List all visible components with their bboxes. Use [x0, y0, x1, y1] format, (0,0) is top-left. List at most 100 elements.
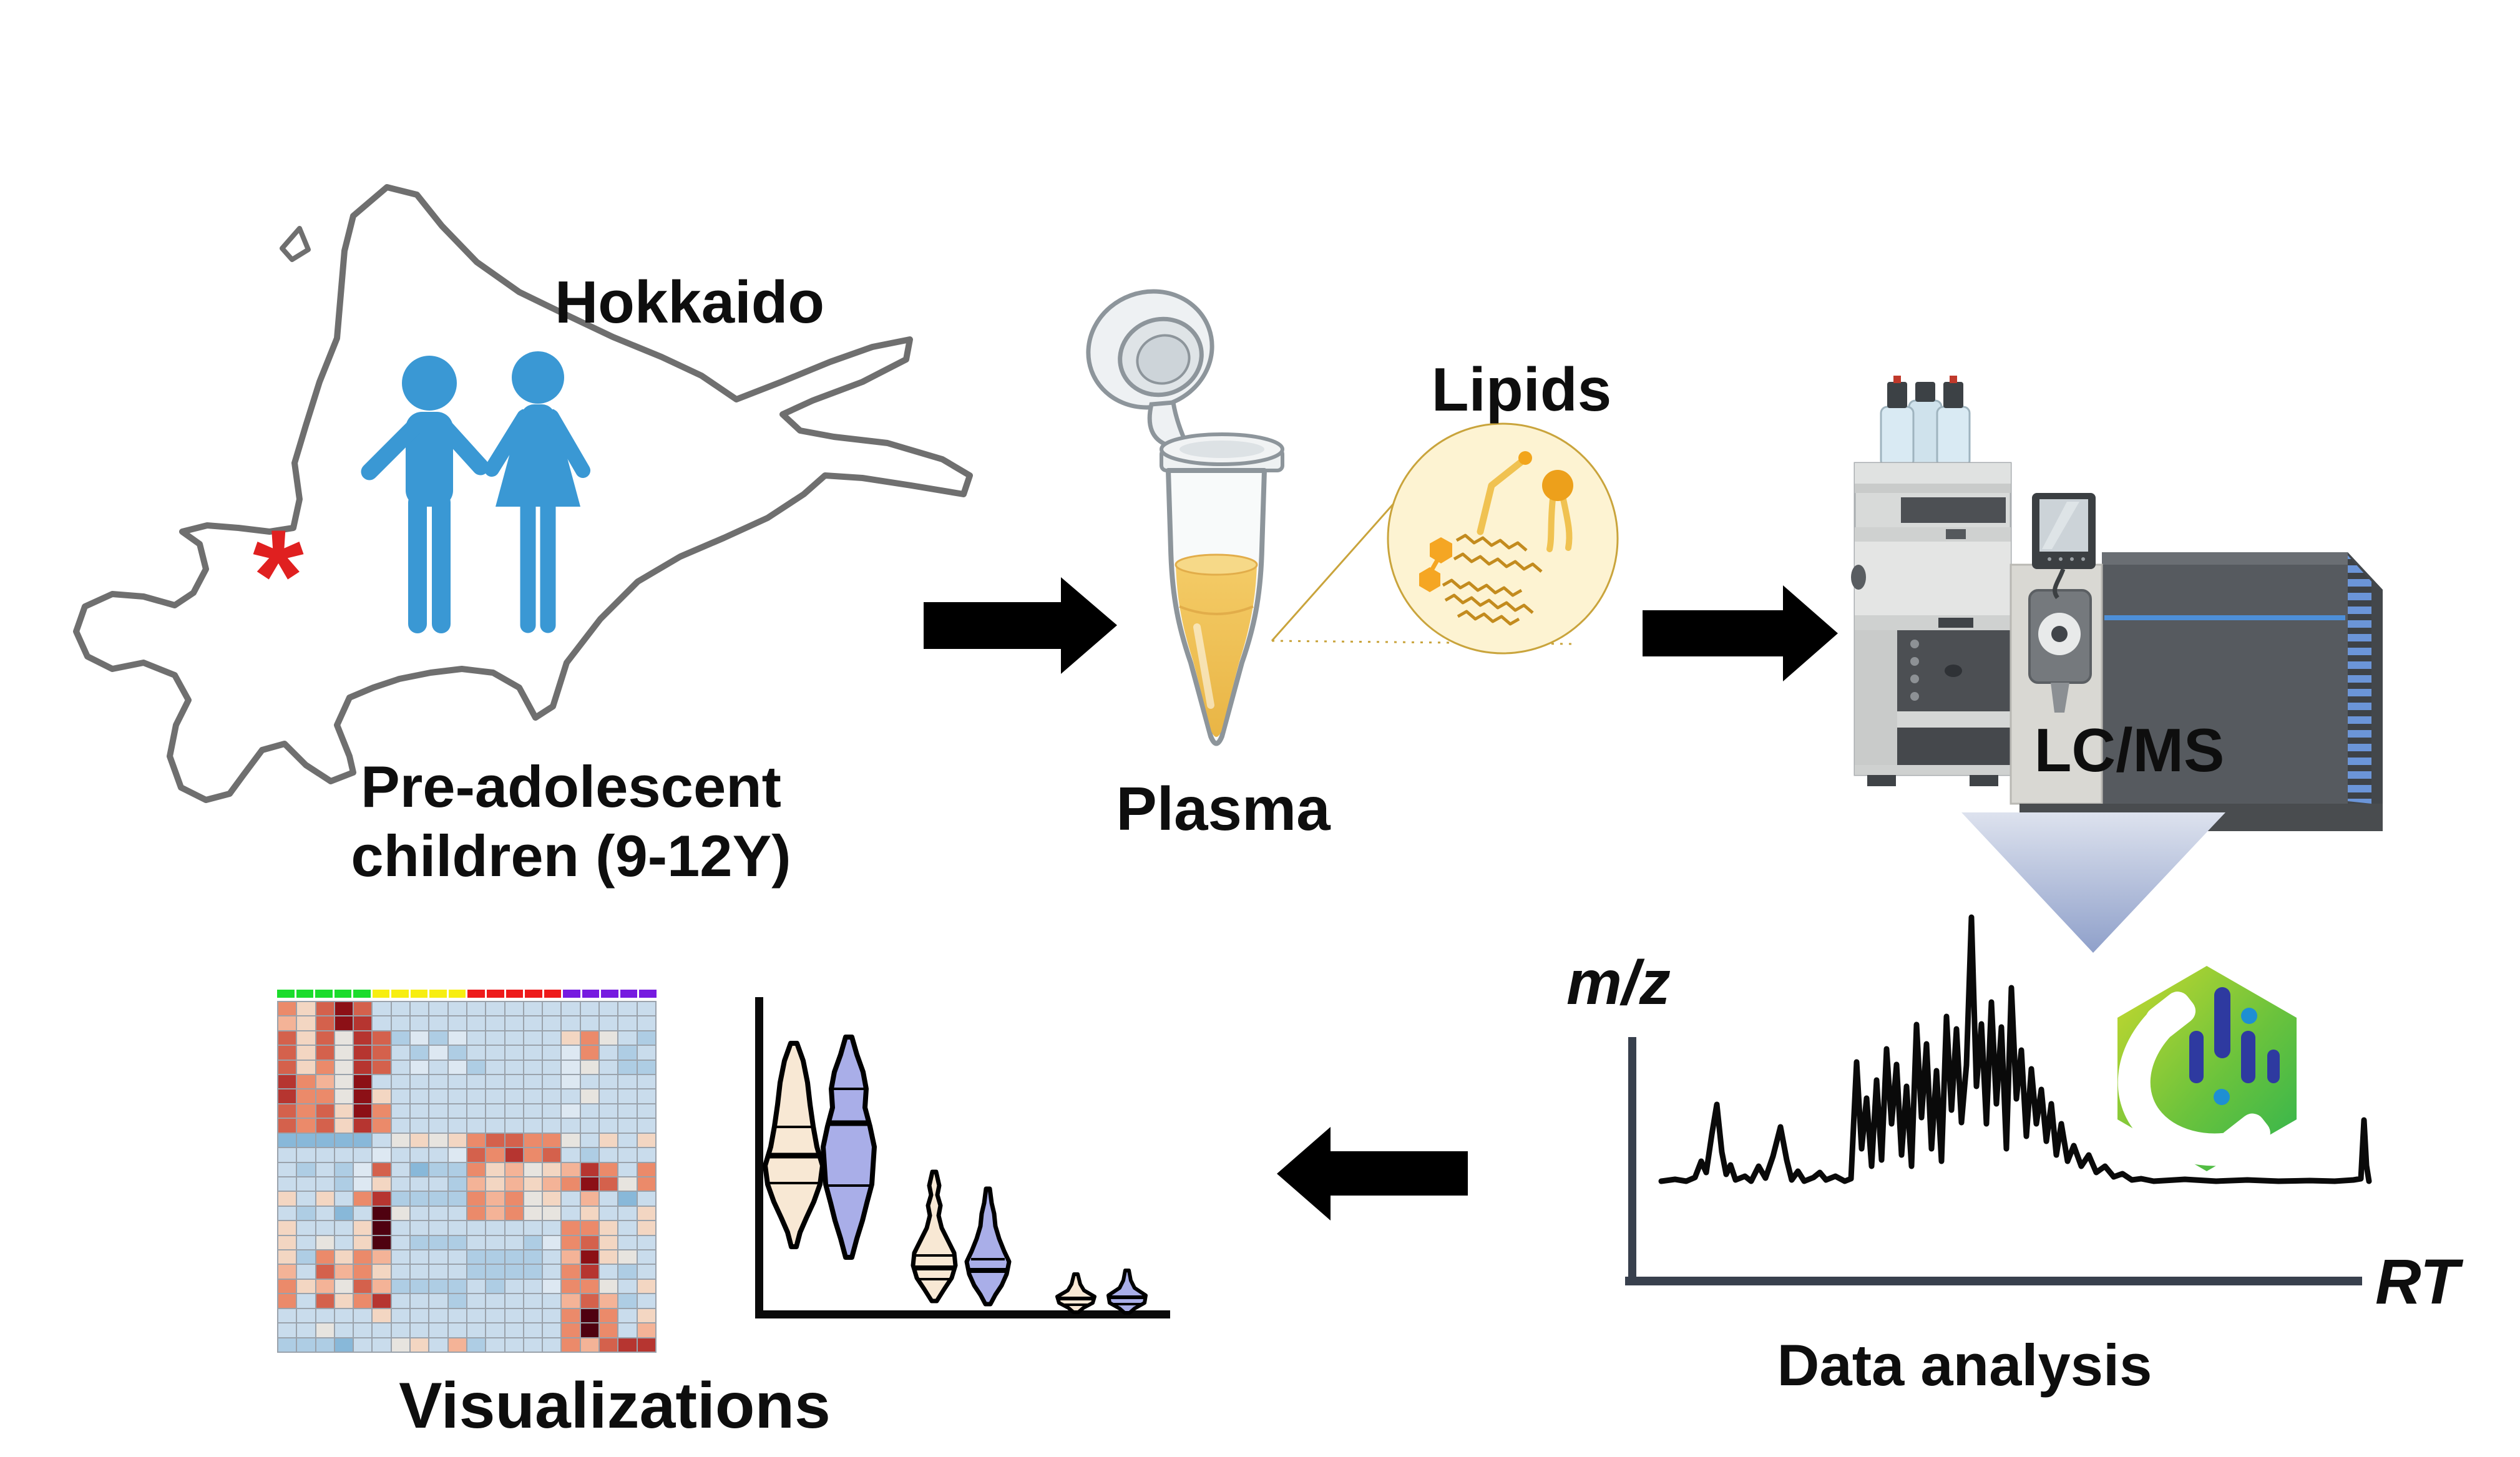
heatmap-cell: [373, 1016, 391, 1030]
heatmap-cell: [637, 1089, 655, 1103]
heatmap-cell: [580, 1002, 599, 1016]
ion-source: [2028, 589, 2092, 713]
heatmap-cell: [448, 1221, 466, 1235]
heatmap-cell: [316, 1192, 334, 1206]
violin: [1055, 1272, 1096, 1314]
sphingolipid-icon: [1419, 534, 1543, 626]
heatmap-cell: [316, 1206, 334, 1221]
heatmap-cell: [543, 1133, 561, 1148]
heatmap-cell: [618, 1046, 637, 1060]
heatmap-cell: [448, 1119, 466, 1133]
heatmap-cell: [637, 1294, 655, 1308]
heatmap-cell: [637, 1104, 655, 1118]
heatmap-cell: [505, 1002, 523, 1016]
heatmap-cell: [637, 1265, 655, 1279]
heatmap-cell: [580, 1177, 599, 1191]
heatmap-cell: [391, 1192, 410, 1206]
heatmap-cell: [562, 1177, 580, 1191]
heatmap-cell: [448, 1002, 466, 1016]
heatmap-cell: [373, 1162, 391, 1176]
heatmap-cell: [278, 1338, 296, 1352]
heatmap-cell: [600, 1221, 618, 1235]
heatmap-cell: [505, 1133, 523, 1148]
heatmap-cell: [580, 1089, 599, 1103]
heatmap-cell: [354, 1075, 372, 1089]
heatmap-cell: [543, 1250, 561, 1264]
heatmap-cell: [373, 1075, 391, 1089]
heatmap-group-purple: [639, 990, 657, 998]
heatmap-cell: [600, 1104, 618, 1118]
data-analysis-label: Data analysis: [1777, 1332, 2152, 1398]
heatmap-cell: [411, 1119, 429, 1133]
heatmap-cell: [335, 1235, 353, 1250]
heatmap-cell: [411, 1294, 429, 1308]
girl-icon: [484, 351, 590, 633]
heatmap-cell: [524, 1177, 542, 1191]
heatmap-cell: [562, 1192, 580, 1206]
cohort-label-line1: Pre-adolescent: [361, 754, 781, 819]
heatmap-cell: [391, 1177, 410, 1191]
heatmap-cell: [486, 1338, 504, 1352]
heatmap-cell: [297, 1046, 315, 1060]
heatmap-cell: [505, 1046, 523, 1060]
heatmap-cell: [637, 1235, 655, 1250]
heatmap-cell: [618, 1089, 637, 1103]
heatmap-cell: [543, 1192, 561, 1206]
heatmap-cell: [354, 1235, 372, 1250]
heatmap-cell: [429, 1089, 447, 1103]
heatmap-cell: [505, 1250, 523, 1264]
heatmap-cell: [411, 1133, 429, 1148]
heatmap-cell: [524, 1308, 542, 1323]
heatmap-cell: [618, 1235, 637, 1250]
heatmap-icon: [277, 1001, 657, 1353]
heatmap-cell: [429, 1046, 447, 1060]
heatmap-cell: [637, 1075, 655, 1089]
heatmap-cell: [543, 1104, 561, 1118]
heatmap-cell: [429, 1279, 447, 1294]
heatmap-cell: [335, 1279, 353, 1294]
heatmap-cell: [562, 1016, 580, 1030]
heatmap-cell: [580, 1294, 599, 1308]
heatmap-cell: [448, 1206, 466, 1221]
heatmap-cell: [524, 1235, 542, 1250]
heatmap-cell: [316, 1265, 334, 1279]
heatmap-cell: [467, 1075, 486, 1089]
heatmap-cell: [316, 1308, 334, 1323]
violin: [763, 1041, 825, 1249]
heatmap-cell: [391, 1235, 410, 1250]
heatmap-cell: [524, 1002, 542, 1016]
heatmap-cell: [373, 1177, 391, 1191]
heatmap-cell: [543, 1075, 561, 1089]
heatmap-cell: [580, 1308, 599, 1323]
heatmap-cell: [637, 1031, 655, 1045]
heatmap-cell: [335, 1250, 353, 1264]
heatmap-group-green: [277, 990, 295, 998]
heatmap-cell: [297, 1016, 315, 1030]
heatmap-cell: [316, 1075, 334, 1089]
heatmap-cell: [429, 1133, 447, 1148]
heatmap-cell: [373, 1104, 391, 1118]
monitor: [2032, 493, 2096, 600]
heatmap-cell: [373, 1338, 391, 1352]
heatmap-cell: [411, 1338, 429, 1352]
heatmap-cell: [562, 1002, 580, 1016]
heatmap-cell: [411, 1089, 429, 1103]
violin: [1106, 1269, 1148, 1315]
heatmap-cell: [524, 1060, 542, 1074]
heatmap-cell: [429, 1177, 447, 1191]
heatmap-cell: [373, 1060, 391, 1074]
heatmap-cell: [448, 1060, 466, 1074]
heatmap-cell: [373, 1221, 391, 1235]
region-label: Hokkaido: [554, 269, 825, 336]
heatmap-cell: [354, 1221, 372, 1235]
heatmap-group-purple: [601, 990, 618, 998]
heatmap-cell: [486, 1177, 504, 1191]
heatmap-cell: [391, 1046, 410, 1060]
heatmap-group-purple: [620, 990, 638, 998]
heatmap-cell: [600, 1279, 618, 1294]
heatmap-cell: [524, 1133, 542, 1148]
plasma-label: Plasma: [1116, 774, 1331, 843]
heatmap-cell: [486, 1075, 504, 1089]
heatmap-cell: [335, 1192, 353, 1206]
heatmap-cell: [637, 1046, 655, 1060]
